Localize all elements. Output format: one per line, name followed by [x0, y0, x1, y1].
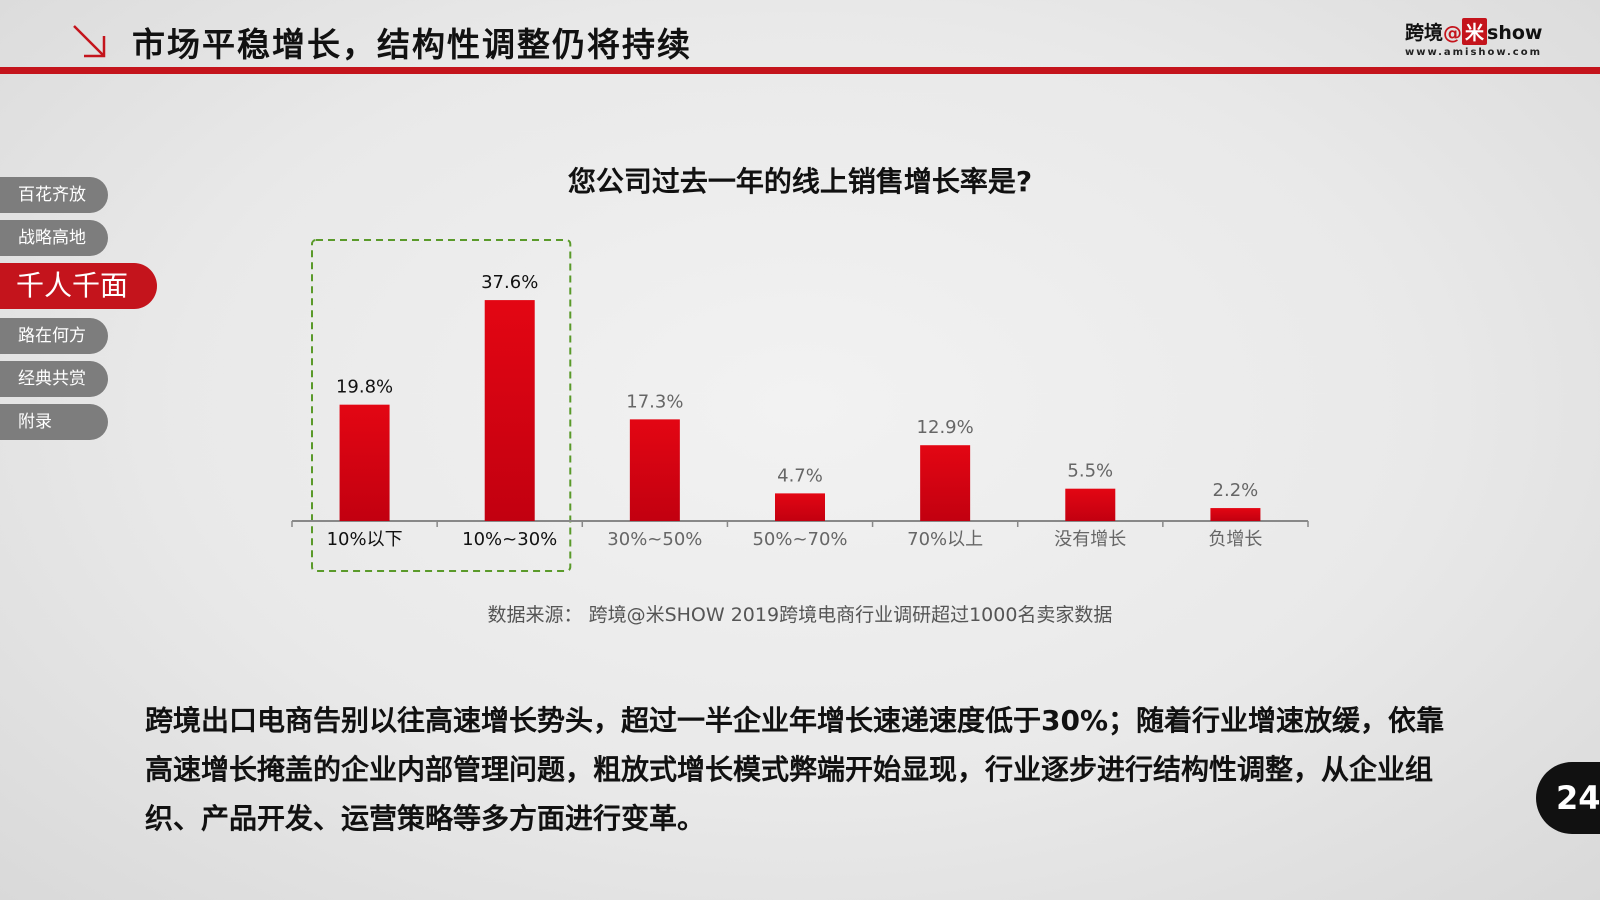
category-label-4: 70%以上 — [907, 529, 983, 550]
category-label-5: 没有增长 — [1054, 529, 1126, 550]
source-note: 数据来源： 跨境@米SHOW 2019跨境电商行业调研超过1000名卖家数据 — [487, 604, 1113, 626]
brand-mi: 米 — [1462, 18, 1488, 45]
brand-show: show — [1487, 22, 1543, 44]
nav-item-label: 经典共赏 — [18, 369, 86, 389]
nav-item-baihua[interactable]: 百花齐放 — [0, 177, 108, 213]
bar-6 — [1210, 508, 1261, 521]
brand-at: @ — [1443, 22, 1463, 44]
value-label-1: 37.6% — [481, 272, 538, 293]
value-label-3: 4.7% — [777, 465, 823, 486]
value-label-5: 5.5% — [1067, 461, 1113, 482]
value-label-6: 2.2% — [1213, 480, 1259, 501]
nav-item-zhanlue[interactable]: 战略高地 — [0, 220, 108, 256]
bar-2 — [629, 419, 680, 521]
chart-title: 您公司过去一年的线上销售增长率是? — [567, 165, 1033, 198]
value-label-4: 12.9% — [917, 417, 974, 438]
value-label-0: 19.8% — [336, 377, 393, 398]
category-label-3: 50%~70% — [752, 529, 847, 550]
summary-paragraph: 跨境出口电商告别以往高速增长势头，超过一半企业年增长速递速度低于30%；随着行业… — [145, 704, 1445, 835]
nav-item-luzai[interactable]: 路在何方 — [0, 318, 108, 354]
brand-url: www.amishow.com — [1405, 47, 1543, 58]
nav-item-label: 路在何方 — [18, 326, 86, 346]
bar-5 — [1065, 488, 1116, 521]
value-label-2: 17.3% — [626, 391, 683, 412]
nav-item-label: 附录 — [18, 412, 52, 432]
header: 市场平稳增长，结构性调整仍将持续 跨境@ 米 show www.amishow.co… — [0, 0, 1600, 75]
bar-1 — [484, 300, 535, 521]
bar-0 — [339, 404, 390, 521]
category-label-0: 10%以下 — [327, 529, 403, 550]
page-title: 市场平稳增长，结构性调整仍将持续 — [132, 25, 692, 64]
bar-3 — [775, 493, 825, 521]
nav-item-jingdian[interactable]: 经典共赏 — [0, 361, 108, 397]
page-number: 24 — [1536, 762, 1600, 834]
nav-item-fulu[interactable]: 附录 — [0, 404, 108, 440]
brand-logo: 跨境@ 米 show www.amishow.com — [1405, 18, 1543, 64]
nav-item-label: 千人千面 — [16, 269, 129, 302]
nav-item-qianren-active[interactable]: 千人千面 — [0, 263, 157, 309]
category-label-6: 负增长 — [1208, 529, 1262, 550]
category-label-2: 30%~50% — [607, 529, 702, 550]
arrow-down-right-icon — [73, 25, 106, 58]
header-divider — [0, 67, 1600, 74]
bar-4 — [920, 445, 971, 521]
brand-cn: 跨境 — [1405, 22, 1444, 44]
highlight-box — [311, 239, 572, 572]
nav-item-label: 百花齐放 — [18, 185, 86, 205]
category-label-1: 10%~30% — [462, 529, 557, 550]
nav-item-label: 战略高地 — [18, 228, 86, 248]
